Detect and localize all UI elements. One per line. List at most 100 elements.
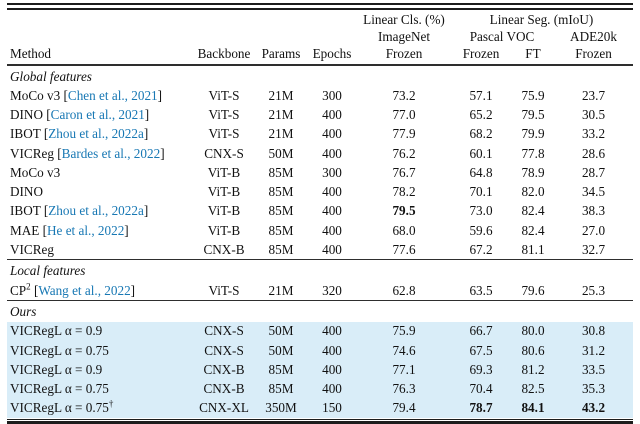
metric-cell: 80.6	[521, 342, 545, 358]
metric-cell: 69.3	[469, 361, 493, 377]
citation-link[interactable]: Chen et al., 2021	[67, 88, 158, 103]
section-row: Local features	[7, 259, 633, 281]
params-cell: 85M	[268, 222, 294, 238]
table-row: MoCo v3 [Chen et al., 2021] ViT-S 21M 300 73…	[7, 86, 633, 105]
metric-cell: 78.2	[392, 184, 416, 200]
citation-link[interactable]: Zhou et al., 2022a	[48, 126, 144, 142]
table-bottom-rule	[7, 418, 633, 424]
metric-cell: 34.5	[581, 184, 606, 200]
method-cell: CP2 [Wang et al., 2022]	[10, 281, 136, 298]
metric-cell: 62.8	[392, 282, 416, 298]
header-spacer	[7, 11, 358, 28]
metric-cell: 74.6	[392, 342, 416, 358]
table-top-rule	[7, 3, 633, 10]
metric-cell: 57.1	[469, 88, 493, 103]
epochs-cell: 400	[322, 381, 342, 397]
method-name: IBOT	[10, 203, 41, 219]
metric-cell: 31.2	[581, 342, 606, 358]
metric-cell: 25.3	[581, 282, 606, 298]
table-row: VICRegL α = 0.75† CNX-XL 350M 150 79.4 78.7 84…	[7, 398, 633, 418]
header-imagenet: ImageNet	[378, 28, 430, 44]
metric-cell: 33.2	[581, 126, 606, 142]
backbone-cell: CNX-S	[204, 145, 244, 161]
epochs-cell: 400	[322, 126, 342, 142]
header-group-row: Linear Cls. (%) Linear Seg. (mIoU)	[7, 11, 633, 28]
metric-cell: 77.6	[392, 241, 416, 257]
metric-cell: 32.7	[581, 241, 606, 257]
epochs-cell: 400	[322, 342, 342, 358]
method-superscript: 2	[26, 281, 31, 292]
backbone-cell: ViT-B	[207, 164, 241, 180]
metric-cell: 64.8	[469, 164, 493, 180]
params-cell: 50M	[268, 145, 294, 161]
params-cell: 350M	[265, 400, 297, 416]
params-cell: 50M	[268, 323, 294, 339]
metric-cell: 80.0	[521, 323, 545, 339]
params-cell: 85M	[268, 203, 294, 219]
table-row: IBOT [Zhou et al., 2022a] ViT-S 21M 400 77.9…	[7, 125, 633, 144]
header-ade20k: ADE20k	[570, 28, 617, 44]
params-cell: 21M	[268, 107, 294, 123]
metric-cell: 33.5	[581, 361, 606, 377]
backbone-cell: CNX-S	[204, 342, 244, 358]
table-row: VICReg [Bardes et al., 2022] CNX-S 50M 400 7…	[7, 144, 633, 163]
header-column-row: Method Backbone Params Epochs Frozen Fro…	[7, 44, 633, 66]
metric-cell: 77.1	[392, 361, 416, 377]
metric-cell: 67.5	[469, 342, 493, 358]
epochs-cell: 300	[322, 164, 342, 180]
epochs-cell: 400	[322, 145, 342, 161]
metric-cell: 75.9	[521, 88, 545, 103]
method-name: MoCo v3	[10, 164, 61, 180]
params-cell: 21M	[268, 126, 294, 142]
metric-cell: 30.5	[581, 107, 606, 123]
metric-cell: 65.2	[469, 107, 493, 123]
metric-cell: 79.9	[521, 126, 545, 142]
backbone-cell: ViT-S	[208, 107, 240, 123]
citation-link[interactable]: Wang et al., 2022	[38, 282, 131, 298]
metric-cell: 82.4	[521, 203, 545, 219]
backbone-cell: ViT-S	[208, 88, 240, 103]
method-name: MAE	[10, 222, 40, 238]
citation-link[interactable]: Bardes et al., 2022	[61, 145, 161, 161]
citation-link[interactable]: He et al., 2022	[47, 222, 125, 238]
table-row: VICRegL α = 0.9 CNX-S 50M 400 75.9 66.7 80.0 30…	[7, 321, 633, 342]
backbone-cell: CNX-B	[203, 381, 245, 397]
metric-cell: 75.9	[392, 323, 416, 339]
citation-link[interactable]: Zhou et al., 2022a	[48, 203, 144, 219]
params-cell: 85M	[268, 381, 294, 397]
header-backbone: Backbone	[192, 44, 256, 66]
metric-cell: 77.8	[521, 145, 545, 161]
header-spacer	[7, 28, 358, 45]
params-cell: 85M	[268, 361, 294, 377]
metric-cell: 78.7	[469, 400, 493, 416]
method-name: MoCo v3	[10, 88, 61, 103]
method-name: VICRegL α = 0.75	[10, 381, 109, 397]
metric-cell: 81.1	[521, 241, 545, 257]
citation-link[interactable]: Caron et al., 2021	[50, 107, 145, 123]
method-cell: VICRegL α = 0.75	[7, 380, 192, 399]
metric-cell: 30.8	[581, 323, 606, 339]
section-row: Ours	[7, 300, 633, 322]
method-cell: IBOT [Zhou et al., 2022a]	[10, 203, 149, 219]
metric-cell: 60.1	[469, 145, 493, 161]
header-epochs: Epochs	[306, 44, 358, 66]
header-pascal-voc: Pascal VOC	[469, 28, 535, 44]
backbone-cell: ViT-B	[207, 203, 241, 219]
method-cell: MAE [He et al., 2022]	[10, 222, 129, 238]
epochs-cell: 150	[322, 400, 342, 416]
metric-cell: 78.9	[521, 164, 545, 180]
params-cell: 85M	[268, 241, 294, 257]
metric-cell: 28.7	[581, 164, 606, 180]
metric-cell: 68.0	[392, 222, 416, 238]
metric-cell: 28.6	[581, 145, 606, 161]
params-cell: 50M	[268, 342, 294, 358]
epochs-cell: 300	[322, 88, 342, 103]
metric-cell: 79.6	[521, 282, 545, 298]
backbone-cell: CNX-XL	[199, 400, 249, 416]
section-label: Local features	[7, 259, 633, 281]
backbone-cell: CNX-B	[203, 361, 245, 377]
section-row: Global features	[7, 65, 633, 87]
epochs-cell: 400	[322, 323, 342, 339]
metric-cell: 73.0	[469, 203, 493, 219]
